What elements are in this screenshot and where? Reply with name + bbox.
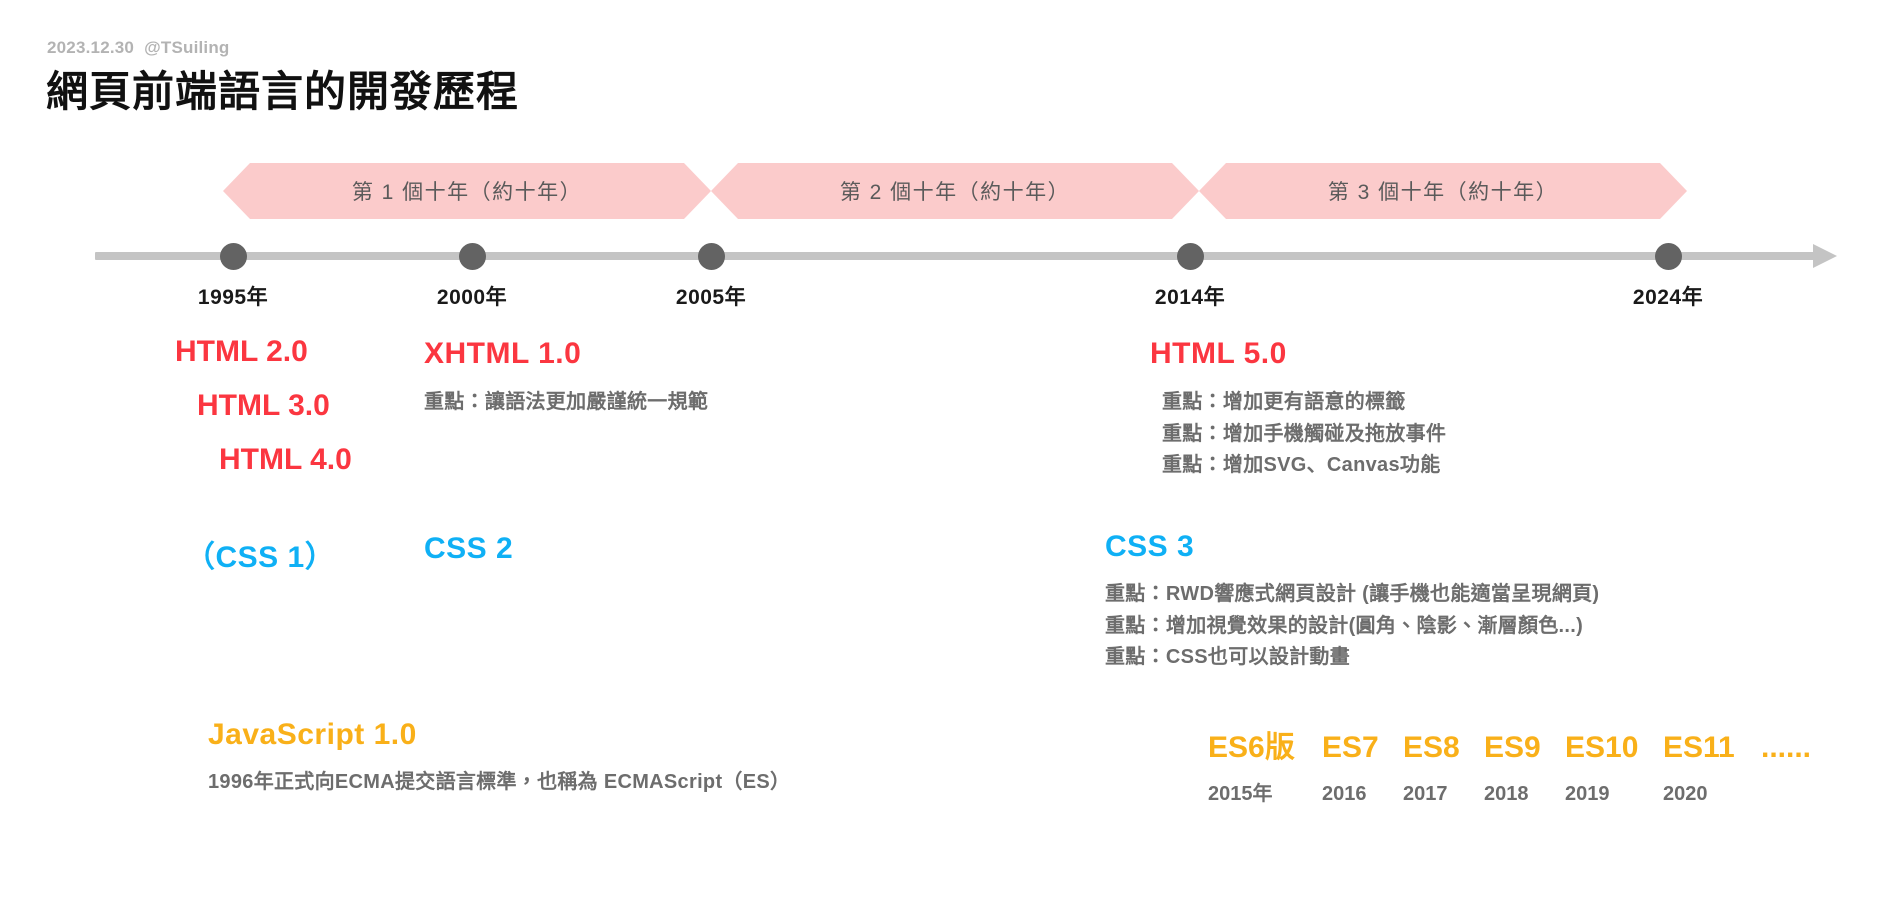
css2-block: CSS 2 xyxy=(424,532,513,566)
html-early-versions: HTML 2.0 HTML 3.0 HTML 4.0 xyxy=(175,337,352,499)
es-release-block: ES6版 ES7 ES8 ES9 ES10 ES11 ...... 2015年 … xyxy=(1208,722,1811,806)
css3-heading: CSS 3 xyxy=(1105,530,1195,563)
css3-note-2: 重點：增加視覺效果的設計(圓角、陰影、漸層顏色...) xyxy=(1105,614,1584,637)
es-year-2015: 2015年 xyxy=(1208,783,1273,805)
css3-note-1: 重點：RWD響應式網頁設計 (讓手機也能適當呈現網頁) xyxy=(1105,583,1600,605)
page-title: 網頁前端語言的開發歷程 xyxy=(46,68,520,115)
decade-label-2: 第 2 個十年（約十年） xyxy=(839,181,1071,204)
axis-dot-2014 xyxy=(1177,243,1204,270)
xhtml-heading: XHTML 1.0 xyxy=(424,337,582,370)
html5-note-3: 重點：增加SVG、Canvas功能 xyxy=(1162,454,1441,477)
es-name-es8: ES8 xyxy=(1403,731,1460,764)
html-version-4: HTML 4.0 xyxy=(219,443,352,476)
decade-label-3: 第 3 個十年（約十年） xyxy=(1327,181,1559,204)
timeline-axis xyxy=(95,252,1815,260)
es-name-es7: ES7 xyxy=(1322,731,1379,764)
decade-arrow-3: 第 3 個十年（約十年） xyxy=(1226,163,1660,219)
javascript-note-1: 1996年正式向ECMA提交語言標準，也稱為 ECMAScript（ES） xyxy=(208,771,791,793)
css1-block: （CSS 1） xyxy=(185,532,335,576)
es-year-2016: 2016 xyxy=(1322,783,1367,805)
css2-heading: CSS 2 xyxy=(424,532,514,565)
axis-year-2005: 2005年 xyxy=(675,286,747,309)
xhtml-note-1: 重點：讓語法更加嚴謹統一規範 xyxy=(424,391,709,413)
html5-heading: HTML 5.0 xyxy=(1150,337,1287,370)
es-release-years: 2015年 2016 2017 2018 2019 2020 xyxy=(1208,777,1811,806)
axis-year-1995: 1995年 xyxy=(197,286,269,309)
axis-dot-2000 xyxy=(459,243,486,270)
es-release-names: ES6版 ES7 ES8 ES9 ES10 ES11 ...... xyxy=(1208,722,1811,766)
meta-line: 2023.12.30 @TSuiling xyxy=(47,38,230,58)
decade-arrow-1: 第 1 個十年（約十年） xyxy=(250,163,684,219)
es-name-es10: ES10 xyxy=(1565,731,1639,764)
css3-note-3: 重點：CSS也可以設計動畫 xyxy=(1105,646,1351,669)
es-year-2020: 2020 xyxy=(1663,783,1708,805)
es-name-ellipsis: ...... xyxy=(1761,731,1812,764)
css3-block: CSS 3 重點：RWD響應式網頁設計 (讓手機也能適當呈現網頁) 重點：增加視… xyxy=(1105,530,1599,674)
css1-heading: （CSS 1） xyxy=(185,541,336,574)
decade-arrow-2: 第 2 個十年（約十年） xyxy=(738,163,1172,219)
decade-label-1: 第 1 個十年（約十年） xyxy=(351,181,583,204)
axis-dot-1995 xyxy=(220,243,247,270)
publish-date: 2023.12.30 xyxy=(47,38,135,57)
html5-note-2: 重點：增加手機觸碰及拖放事件 xyxy=(1162,422,1447,445)
xhtml-block: XHTML 1.0 重點：讓語法更加嚴謹統一規範 xyxy=(424,337,708,419)
javascript-heading: JavaScript 1.0 xyxy=(208,718,417,751)
axis-dot-2005 xyxy=(698,243,725,270)
javascript-block: JavaScript 1.0 1996年正式向ECMA提交語言標準，也稱為 EC… xyxy=(208,718,790,799)
html-version-2: HTML 2.0 xyxy=(175,335,308,368)
es-year-2017: 2017 xyxy=(1403,783,1448,805)
html5-note-1: 重點：增加更有語意的標籤 xyxy=(1162,391,1406,413)
es-year-2019: 2019 xyxy=(1565,783,1610,805)
es-name-es6: ES6版 xyxy=(1208,731,1295,764)
author-handle: @TSuiling xyxy=(144,38,230,57)
html-version-3: HTML 3.0 xyxy=(197,389,330,422)
es-name-es11: ES11 xyxy=(1663,731,1735,764)
axis-year-2024: 2024年 xyxy=(1632,286,1704,309)
axis-year-2014: 2014年 xyxy=(1154,286,1226,309)
axis-dot-2024 xyxy=(1655,243,1682,270)
es-year-2018: 2018 xyxy=(1484,783,1529,805)
axis-year-2000: 2000年 xyxy=(436,286,508,309)
html5-block: HTML 5.0 重點：增加更有語意的標籤 重點：增加手機觸碰及拖放事件 重點：… xyxy=(1150,337,1446,482)
es-name-es9: ES9 xyxy=(1484,731,1541,764)
timeline-arrowhead-icon xyxy=(1813,244,1837,268)
